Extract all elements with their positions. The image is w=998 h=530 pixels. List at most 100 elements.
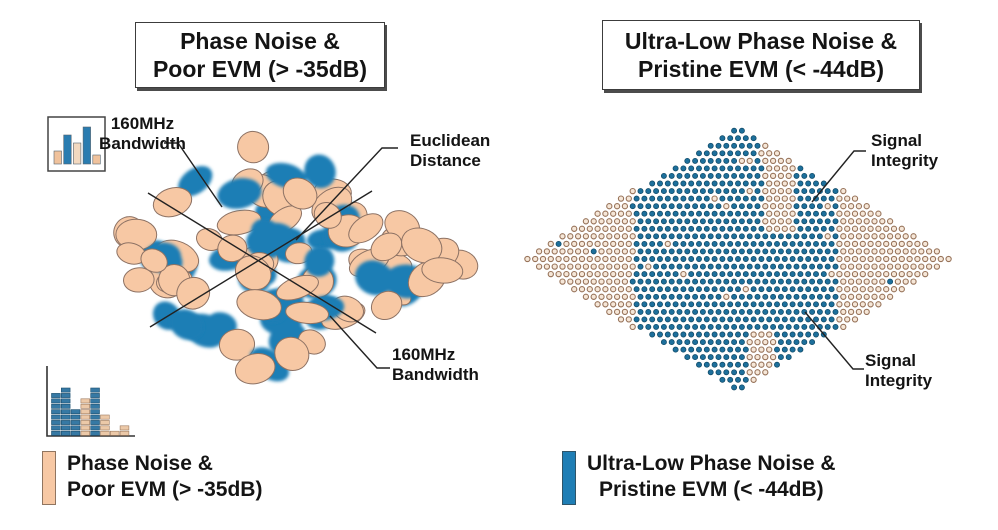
constellation-dot [925,263,933,270]
constellation-dot [715,263,722,270]
label-euclidean-line1: Euclidean [410,131,491,150]
constellation-dot [801,218,808,225]
constellation-dot [754,157,761,164]
constellation-dot [770,233,777,240]
constellation-dot [735,256,741,262]
constellation-dot [781,165,788,172]
constellation-dot [777,233,784,240]
constellation-dot [746,353,753,361]
constellation-dot [789,240,796,247]
constellation-dot [762,308,769,315]
constellation-dot [672,286,679,293]
constellation-dot [664,256,671,262]
constellation-dot [816,293,823,300]
constellation-dot [582,293,590,300]
noise-blob [421,257,464,284]
constellation-dot [918,248,925,255]
constellation-dot [664,240,671,248]
constellation-dot [735,316,741,323]
constellation-dot [840,187,847,195]
constellation-dot [789,331,796,338]
constellation-dot [692,188,699,195]
constellation-dot [551,263,558,270]
constellation-dot [684,293,691,300]
constellation-dot [886,218,894,225]
constellation-dot [770,263,777,270]
constellation-dot [805,195,812,202]
constellation-dot [684,323,691,330]
constellation-dot [684,339,691,346]
constellation-dot [879,293,886,300]
blue-blob-layer-front [143,154,430,382]
constellation-dot [715,293,722,300]
constellation-dot [735,331,741,338]
right-legend: Ultra-Low Phase Noise & Pristine EVM (< … [562,451,836,505]
constellation-dot [613,293,621,300]
constellation-dot [859,210,866,217]
constellation-dot [676,263,683,270]
constellation-dot [883,255,890,263]
constellation-dot [602,286,609,293]
constellation-dot [762,323,769,330]
constellation-dot [863,248,870,255]
constellation-dot [719,271,726,278]
constellation-dot [621,278,629,285]
constellation-dot [801,203,808,210]
constellation-dot [746,323,753,330]
constellation-dot [754,263,761,270]
constellation-dot [750,210,757,217]
constellation-dot [750,195,757,202]
constellation-dot [547,255,554,263]
constellation-dot [914,270,921,278]
constellation-dot [672,331,679,338]
constellation-dot [777,203,785,210]
constellation-dot [844,240,851,248]
constellation-dot [797,225,804,232]
constellation-dot [727,316,734,323]
constellation-dot [645,248,652,255]
constellation-dot [886,293,894,300]
constellation-dot [602,270,609,278]
constellation-dot [692,263,699,270]
constellation-dot [606,248,613,255]
constellation-dot [707,308,714,315]
constellation-dot [754,369,761,376]
constellation-dot [859,270,866,278]
constellation-dot [840,248,847,255]
constellation-dot [738,369,745,376]
constellation-dot [797,286,804,293]
constellation-dot [789,210,796,217]
constellation-dot [578,286,586,293]
constellation-dot [754,278,761,285]
constellation-dot [672,271,679,278]
constellation-dot [723,248,730,255]
constellation-dot [851,316,859,323]
annotation-leader-line [149,190,373,328]
constellation-dot [641,316,648,323]
constellation-dot [847,248,855,255]
constellation-dot [797,240,804,247]
constellation-dot [735,240,741,247]
constellation-dot [793,339,800,346]
constellation-dot [617,301,625,308]
constellation-dot [746,308,753,315]
icon-bar [63,134,72,165]
constellation-dot [672,316,679,323]
constellation-dot [863,263,870,270]
constellation-dot [578,270,586,278]
constellation-dot [696,256,702,262]
constellation-dot [692,354,699,361]
constellation-dot [645,203,652,210]
constellation-dot [735,165,741,172]
constellation-dot [754,233,761,240]
constellation-dot [766,346,773,353]
constellation-dot [653,323,660,330]
histogram-bar-segment [80,420,91,425]
constellation-dot [758,331,765,338]
constellation-dot [551,248,558,255]
constellation-dot [813,331,819,338]
constellation-dot [898,270,905,278]
constellation-dot [762,248,769,255]
constellation-dot [735,225,741,232]
constellation-dot [738,233,745,240]
